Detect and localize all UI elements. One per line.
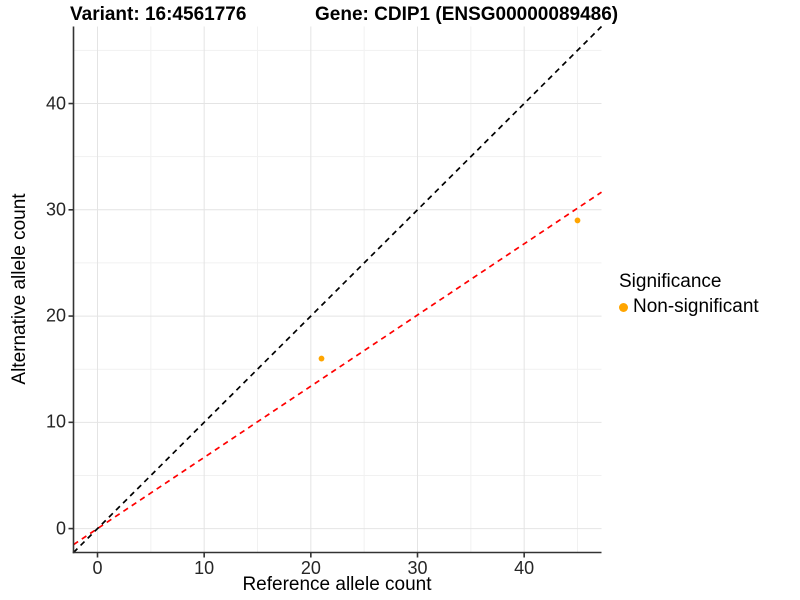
y-tick-label: 40	[45, 93, 66, 114]
x-tick-label: 40	[514, 558, 535, 578]
y-tick-label: 20	[45, 305, 66, 326]
y-tick-label: 10	[45, 411, 66, 432]
legend: Significance Non-significant	[619, 271, 759, 318]
legend-item-label: Non-significant	[633, 296, 759, 317]
x-tick-label: 20	[300, 558, 321, 578]
y-tick-label: 30	[45, 199, 66, 220]
y-axis-title: Alternative allele count	[9, 193, 30, 385]
legend-items: Non-significant	[619, 296, 759, 318]
legend-title: Significance	[619, 271, 722, 292]
legend-item: Non-significant	[619, 296, 759, 318]
data-point	[574, 217, 581, 224]
x-tick-label: 30	[407, 558, 428, 578]
fit-line	[73, 191, 602, 546]
data-point	[318, 355, 325, 362]
x-axis-title: Reference allele count	[242, 574, 432, 595]
y-tick-label: 0	[55, 518, 66, 539]
variant-title: Variant: 16:4561776	[70, 4, 247, 25]
gene-title: Gene: CDIP1 (ENSG00000089486)	[315, 4, 619, 25]
identity-line	[72, 25, 603, 554]
x-tick-label: 10	[194, 558, 215, 578]
x-tick-label: 0	[92, 558, 103, 578]
legend-key-dot-icon	[619, 302, 628, 312]
